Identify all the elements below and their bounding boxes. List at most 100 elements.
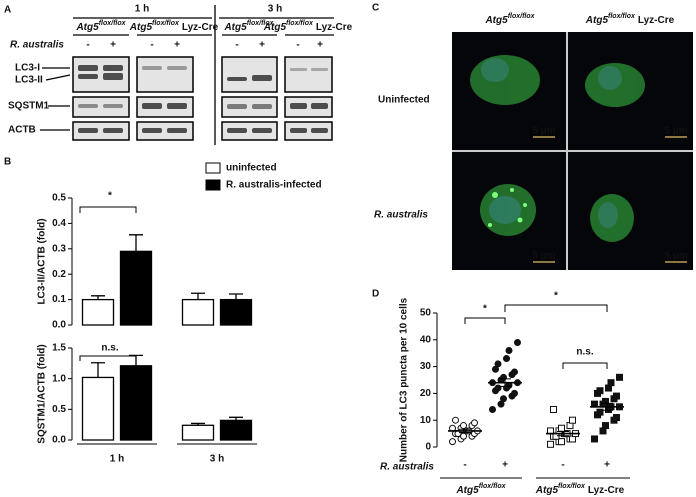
error-bar xyxy=(129,234,143,252)
data-point xyxy=(607,379,615,387)
micrographs xyxy=(452,32,693,270)
superscript: flox/flox xyxy=(479,483,507,490)
bar xyxy=(81,298,115,326)
data-point xyxy=(500,395,507,403)
gene: Atg5 xyxy=(535,485,559,496)
y-tick-label: 0.1 xyxy=(52,294,66,305)
data-point xyxy=(602,397,609,405)
gene: Atg5 xyxy=(455,485,479,496)
suffix: Lyz-Cre xyxy=(182,22,219,33)
data-point xyxy=(460,422,467,430)
annotation: n.s. xyxy=(576,347,593,358)
sign: - xyxy=(86,40,89,51)
data-point xyxy=(602,422,609,430)
x-tick-label: + xyxy=(502,460,508,471)
blot-arrows xyxy=(40,5,334,145)
data-point xyxy=(505,347,513,355)
gene: Atg5 xyxy=(129,22,153,33)
gene: Atg5 xyxy=(263,22,287,33)
bar xyxy=(119,365,153,441)
data-point xyxy=(494,360,502,368)
data-point xyxy=(489,405,496,413)
data-point xyxy=(460,432,467,440)
x-tick-label: 3 h xyxy=(210,454,224,465)
legend-label: R. australis-infected xyxy=(226,180,322,191)
bar xyxy=(181,424,215,441)
superscript: flox/flox xyxy=(152,20,180,27)
bracket xyxy=(79,206,137,213)
data-point xyxy=(471,419,478,427)
y-axis-label: LC3-II/ACTB (fold) xyxy=(37,218,48,304)
data-point xyxy=(452,416,459,424)
bar xyxy=(181,298,215,326)
error-bar xyxy=(91,295,105,300)
bar xyxy=(219,419,253,441)
scale-bar-label: 5 μm xyxy=(532,251,555,262)
y-tick-label: 0.5 xyxy=(52,404,66,415)
y-tick-label: 1.0 xyxy=(52,373,66,384)
y-axis-label: SQSTM1/ACTB (fold) xyxy=(37,344,48,443)
annotation: n.s. xyxy=(101,343,118,354)
data-point xyxy=(616,373,623,381)
data-point xyxy=(449,438,456,446)
data-point xyxy=(596,408,604,416)
gene: Atg5 xyxy=(585,15,609,26)
sign: + xyxy=(259,40,265,51)
genotype-label: Atg5flox/flox xyxy=(455,483,506,496)
genotype-label: Atg5flox/flox xyxy=(484,13,535,26)
error-bar xyxy=(229,416,243,421)
y-tick-label: 0.3 xyxy=(52,243,66,254)
x-tick-label: + xyxy=(604,460,610,471)
data-point xyxy=(558,438,565,446)
y-tick-label: 1.5 xyxy=(52,343,66,354)
sign: + xyxy=(110,40,116,51)
y-tick-label: 0.0 xyxy=(52,435,66,446)
gene: Atg5 xyxy=(75,22,99,33)
superscript: flox/flox xyxy=(286,20,314,27)
bracket xyxy=(464,317,506,324)
superscript: flox/flox xyxy=(608,13,636,20)
sign: + xyxy=(317,40,323,51)
x-tick-label: 1 h xyxy=(110,454,124,465)
bar xyxy=(219,298,253,326)
superscript: flox/flox xyxy=(508,13,536,20)
y-tick-label: 40 xyxy=(420,334,432,345)
genotype-label: Atg5flox/flox Lyz-Cre xyxy=(263,20,353,33)
timepoint: 1 h xyxy=(135,4,149,15)
blots xyxy=(72,56,333,141)
data-point xyxy=(547,440,554,448)
scale-bar-label: 5 μm xyxy=(664,126,687,137)
bar xyxy=(119,250,153,326)
sem-bar xyxy=(601,402,613,411)
x-tick-label: - xyxy=(463,460,466,471)
genotype-label: Atg5flox/flox xyxy=(223,20,274,33)
genotype-label: Atg5flox/flox xyxy=(75,20,126,33)
panel-letter: D xyxy=(372,289,379,300)
y-tick-label: 50 xyxy=(420,308,432,319)
bar xyxy=(81,376,115,441)
data-point xyxy=(550,405,557,413)
data-point xyxy=(613,414,620,422)
genotype-label: Atg5flox/flox Lyz-Cre xyxy=(585,13,675,26)
error-bar xyxy=(229,293,243,300)
suffix: Lyz-Cre xyxy=(588,485,625,496)
y-tick-label: 0.2 xyxy=(52,269,66,280)
gene: Atg5 xyxy=(484,15,508,26)
genotype-label: Atg5flox/flox Lyz-Cre xyxy=(535,483,625,496)
suffix: Lyz-Cre xyxy=(316,22,353,33)
row-label: Uninfected xyxy=(378,95,430,106)
y-tick-label: 0 xyxy=(425,442,431,453)
genotype-label: Atg5flox/flox Lyz-Cre xyxy=(129,20,219,33)
panel-letter: B xyxy=(4,157,11,168)
y-tick-label: 0.4 xyxy=(52,218,66,229)
panel-letter: C xyxy=(372,3,379,14)
y-tick-label: 0.5 xyxy=(52,193,66,204)
scale-bar-label: 5 μm xyxy=(664,251,687,262)
sem-bar xyxy=(557,430,569,437)
legend-swatch xyxy=(205,162,221,174)
sign: + xyxy=(174,40,180,51)
protein-label: LC3-II xyxy=(15,75,43,86)
sign: - xyxy=(296,40,299,51)
annotation: * xyxy=(483,304,487,315)
data-point xyxy=(569,416,576,424)
